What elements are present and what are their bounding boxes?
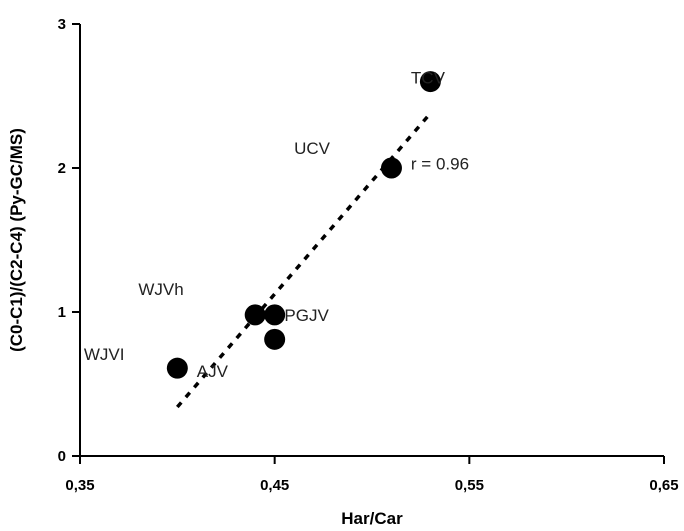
data-point xyxy=(264,328,286,350)
x-axis-title: Har/Car xyxy=(341,509,403,528)
point-label: AJV xyxy=(197,362,229,381)
y-tick-label: 1 xyxy=(58,304,66,321)
y-tick-label: 0 xyxy=(58,448,66,465)
data-point xyxy=(419,71,441,93)
x-tick-label: 0,45 xyxy=(260,477,289,494)
y-tick-label: 3 xyxy=(58,16,66,33)
axes xyxy=(79,24,664,457)
y-axis-title: (C0-C1)/(C2-C4) (Py-GC/MS) xyxy=(7,128,26,352)
data-point xyxy=(380,157,402,179)
data-points xyxy=(166,71,441,379)
data-point xyxy=(264,304,286,326)
point-label: r = 0.96 xyxy=(411,155,469,174)
ticks: 0,35 0,45 0,55 0,65 0 1 2 3 xyxy=(58,16,679,494)
point-label: UCV xyxy=(294,139,331,158)
point-label: WJVI xyxy=(84,345,125,364)
point-label: WJVh xyxy=(138,280,183,299)
y-tick-label: 2 xyxy=(58,160,66,177)
point-label: PGJV xyxy=(284,306,329,325)
point-label: TCV xyxy=(411,68,446,87)
x-tick-label: 0,65 xyxy=(649,477,678,494)
data-point xyxy=(244,304,266,326)
x-tick-label: 0,35 xyxy=(65,477,94,494)
annotations: TCV UCV r = 0.96 WJVh PGJV WJVI AJV xyxy=(84,68,469,381)
data-point xyxy=(166,357,188,379)
x-tick-label: 0,55 xyxy=(455,477,484,494)
